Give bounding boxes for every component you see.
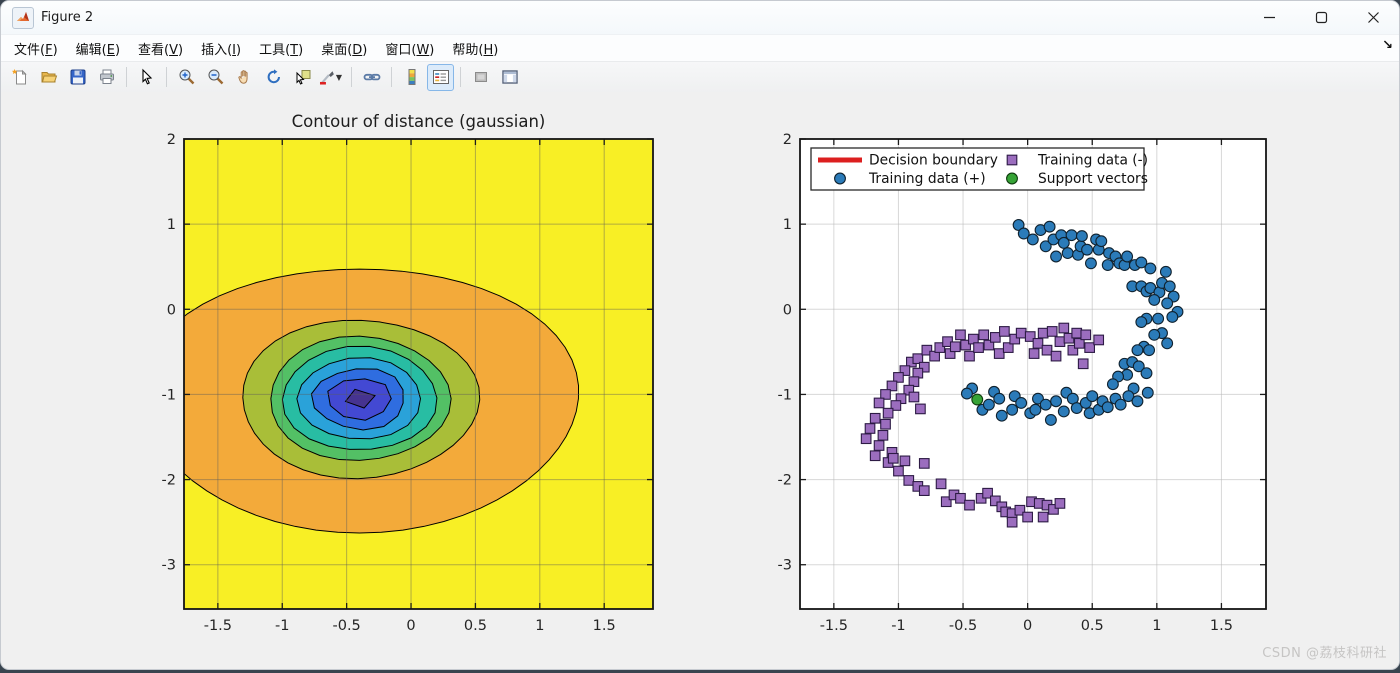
show-plot-tools-icon[interactable] xyxy=(496,64,523,91)
menu-tools[interactable]: 工具(T) xyxy=(259,42,304,58)
svg-text:2: 2 xyxy=(783,132,792,148)
insert-legend-icon[interactable] xyxy=(427,63,454,91)
svg-text:0.5: 0.5 xyxy=(464,618,487,634)
open-file-icon[interactable] xyxy=(35,64,62,91)
svg-text:-1: -1 xyxy=(891,618,905,634)
svg-text:Support vectors: Support vectors xyxy=(1038,171,1148,187)
menu-edit[interactable]: 编辑(E) xyxy=(75,42,121,58)
menu-bar: 文件(F) 编辑(E) 查看(V) 插入(I) 工具(T) 桌面(D) 窗口(W… xyxy=(1,34,1399,62)
svg-text:1: 1 xyxy=(535,618,544,634)
svg-text:-0.5: -0.5 xyxy=(332,618,360,634)
close-button[interactable] xyxy=(1347,1,1399,34)
svg-text:Decision boundary: Decision boundary xyxy=(869,153,998,169)
rotate-3d-icon[interactable] xyxy=(260,64,287,91)
svg-text:-3: -3 xyxy=(162,558,176,574)
watermark: CSDN @荔枝科研社 xyxy=(1262,646,1387,661)
link-plot-icon[interactable] xyxy=(358,64,385,91)
contour-plot[interactable]: -1.5 -1 -0.5 0 0.5 1 1.5 2 1 0 -1 -2 -3 Contour of di… xyxy=(141,112,654,634)
series-positive xyxy=(960,219,1184,426)
figure-canvas[interactable]: -1.5 -1 -0.5 0 0.5 1 1.5 2 1 0 -1 -2 -3 Contour of di… xyxy=(1,92,1399,665)
contour-bands xyxy=(184,268,580,534)
zoom-in-icon[interactable] xyxy=(173,64,200,91)
svg-text:0: 0 xyxy=(406,618,415,634)
svg-text:-1.5: -1.5 xyxy=(820,618,848,634)
window-title: Figure 2 xyxy=(41,10,94,25)
contour-plot-title: Contour of distance (gaussian) xyxy=(292,112,546,131)
zoom-out-icon[interactable] xyxy=(202,64,229,91)
svg-text:-2: -2 xyxy=(778,473,792,489)
menu-help[interactable]: 帮助(H) xyxy=(452,42,499,58)
matlab-logo-icon xyxy=(12,6,34,29)
svg-text:0: 0 xyxy=(783,302,792,318)
svg-text:-1: -1 xyxy=(162,387,176,403)
dock-figure-icon[interactable]: ↘ xyxy=(1382,38,1393,53)
svg-text:1: 1 xyxy=(783,217,792,233)
svg-text:-1.5: -1.5 xyxy=(204,618,232,634)
svg-text:1.5: 1.5 xyxy=(1210,618,1233,634)
insert-colorbar-icon[interactable] xyxy=(398,64,425,91)
menu-insert[interactable]: 插入(I) xyxy=(201,42,242,58)
maximize-button[interactable] xyxy=(1295,1,1347,34)
brush-dropdown-icon[interactable]: ▼ xyxy=(335,72,342,82)
svg-text:1: 1 xyxy=(167,217,176,233)
svg-text:-2: -2 xyxy=(162,473,176,489)
svg-text:0: 0 xyxy=(167,302,176,318)
hide-plot-tools-icon[interactable] xyxy=(467,64,494,91)
data-cursor-icon[interactable] xyxy=(289,64,316,91)
svg-text:0: 0 xyxy=(1023,618,1032,634)
svg-text:-3: -3 xyxy=(778,558,792,574)
series-negative xyxy=(860,322,1105,528)
pan-hand-icon[interactable] xyxy=(231,64,258,91)
print-figure-icon[interactable] xyxy=(93,64,120,91)
plots-svg: -1.5 -1 -0.5 0 0.5 1 1.5 2 1 0 -1 -2 -3 Contour of di… xyxy=(141,112,1267,634)
minimize-button[interactable] xyxy=(1243,1,1295,34)
edit-plot-arrow-icon[interactable] xyxy=(133,64,160,91)
menu-window[interactable]: 窗口(W) xyxy=(385,42,435,58)
new-figure-icon[interactable] xyxy=(6,64,33,91)
menu-file[interactable]: 文件(F) xyxy=(14,42,58,58)
svg-text:-0.5: -0.5 xyxy=(949,618,977,634)
series-support-vectors xyxy=(971,393,984,406)
svg-text:-1: -1 xyxy=(275,618,289,634)
save-figure-icon[interactable] xyxy=(64,64,91,91)
menu-desktop[interactable]: 桌面(D) xyxy=(321,42,368,58)
title-bar[interactable]: Figure 2 xyxy=(1,1,1399,34)
svg-text:Training data (-): Training data (-) xyxy=(1037,153,1148,169)
svg-text:0.5: 0.5 xyxy=(1081,618,1104,634)
brush-data-icon[interactable]: ▼ xyxy=(318,64,345,91)
svg-text:-1: -1 xyxy=(778,387,792,403)
svg-text:1.5: 1.5 xyxy=(593,618,616,634)
svg-text:Training data (+): Training data (+) xyxy=(868,171,986,187)
legend[interactable]: Decision boundary Training data (+) Traini… xyxy=(810,147,1148,191)
scatter-plot[interactable]: -1.5 -1 -0.5 0 0.5 1 1.5 2 1 0 -1 -2 -3 Decision boun… xyxy=(778,132,1267,634)
figure-toolbar: ▼ xyxy=(1,62,1399,93)
svg-text:2: 2 xyxy=(167,132,176,148)
menu-view[interactable]: 查看(V) xyxy=(138,42,184,58)
svg-text:1: 1 xyxy=(1152,618,1161,634)
